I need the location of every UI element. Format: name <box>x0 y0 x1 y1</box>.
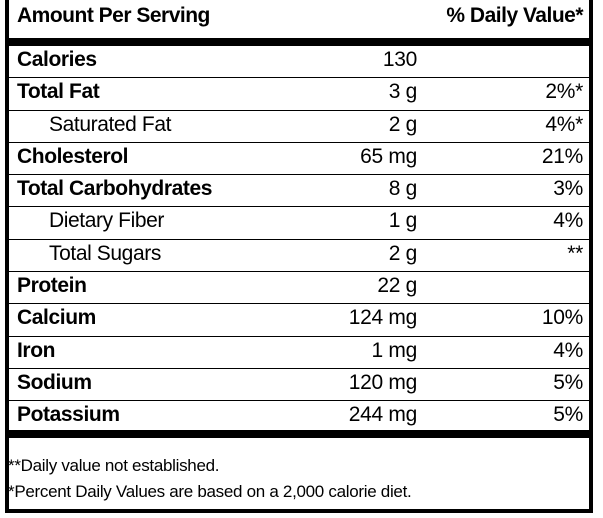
table-header: Amount Per Serving % Daily Value* <box>9 0 589 46</box>
nutrition-facts-panel: Amount Per Serving % Daily Value* Calori… <box>5 0 593 513</box>
nutrient-name: Calcium <box>17 306 96 330</box>
nutrient-daily-value: 3% <box>553 177 583 201</box>
nutrient-daily-value: 5% <box>553 403 583 427</box>
nutrient-row: Dietary Fiber 1 g 4% <box>9 207 589 240</box>
footnote-not-established: **Daily value not established. <box>8 456 220 475</box>
nutrient-name: Potassium <box>17 403 120 427</box>
daily-value-heading: % Daily Value* <box>446 4 583 27</box>
footnote-percent-daily-values: *Percent Daily Values are based on a 2,0… <box>8 482 412 501</box>
nutrient-row: Saturated Fat 2 g 4%* <box>9 111 589 143</box>
nutrient-row: Calcium 124 mg 10% <box>9 304 589 337</box>
nutrient-amount: 130 <box>382 48 417 71</box>
nutrient-rows: Calories 130 Total Fat 3 g 2%* Saturated Fat 2… <box>9 46 589 439</box>
nutrient-name: Saturated Fat <box>49 112 172 136</box>
nutrient-name: Total Carbohydrates <box>17 177 213 201</box>
nutrient-amount: 244 mg <box>348 403 418 427</box>
nutrient-amount: 2 g <box>388 112 418 136</box>
nutrient-name: Total Fat <box>17 80 100 104</box>
nutrient-name: Cholesterol <box>17 144 129 168</box>
nutrient-row: Sodium 120 mg 5% <box>9 369 589 402</box>
nutrient-name: Dietary Fiber <box>49 209 164 233</box>
nutrient-name: Iron <box>17 338 56 362</box>
nutrient-name: Protein <box>17 274 87 298</box>
nutrient-amount: 1 g <box>388 209 418 233</box>
nutrient-daily-value: 4% <box>553 209 583 233</box>
nutrient-amount: 8 g <box>388 177 418 201</box>
nutrient-row: Potassium 244 mg 5% <box>9 401 589 439</box>
nutrient-row: Total Sugars 2 g ** <box>9 240 589 273</box>
nutrient-row: Total Carbohydrates 8 g 3% <box>9 175 589 208</box>
nutrient-name: Sodium <box>17 370 92 394</box>
nutrient-amount: 120 mg <box>348 370 418 394</box>
nutrient-row: Protein 22 g <box>9 272 589 305</box>
nutrient-amount: 65 mg <box>360 144 417 168</box>
nutrient-daily-value: 4%* <box>545 112 583 136</box>
nutrient-daily-value: ** <box>567 241 583 265</box>
nutrient-amount: 2 g <box>388 241 418 265</box>
nutrient-daily-value: 5% <box>553 370 583 394</box>
nutrient-amount: 1 mg <box>371 338 418 362</box>
nutrient-row: Iron 1 mg 4% <box>9 337 589 369</box>
nutrient-daily-value: 4% <box>553 338 583 362</box>
nutrient-name: Calories <box>17 48 97 71</box>
nutrient-name: Total Sugars <box>49 241 161 265</box>
nutrient-amount: 124 mg <box>348 306 418 330</box>
amount-per-serving-heading: Amount Per Serving <box>17 4 210 27</box>
nutrient-amount: 3 g <box>388 80 418 104</box>
nutrient-amount: 22 g <box>377 274 417 298</box>
nutrient-daily-value: 2%* <box>545 80 583 104</box>
nutrient-row: Cholesterol 65 mg 21% <box>9 143 589 176</box>
nutrient-row: Calories 130 <box>9 46 589 79</box>
nutrient-daily-value: 21% <box>541 144 583 168</box>
nutrient-daily-value: 10% <box>541 306 583 330</box>
nutrient-row: Total Fat 3 g 2%* <box>9 78 589 111</box>
